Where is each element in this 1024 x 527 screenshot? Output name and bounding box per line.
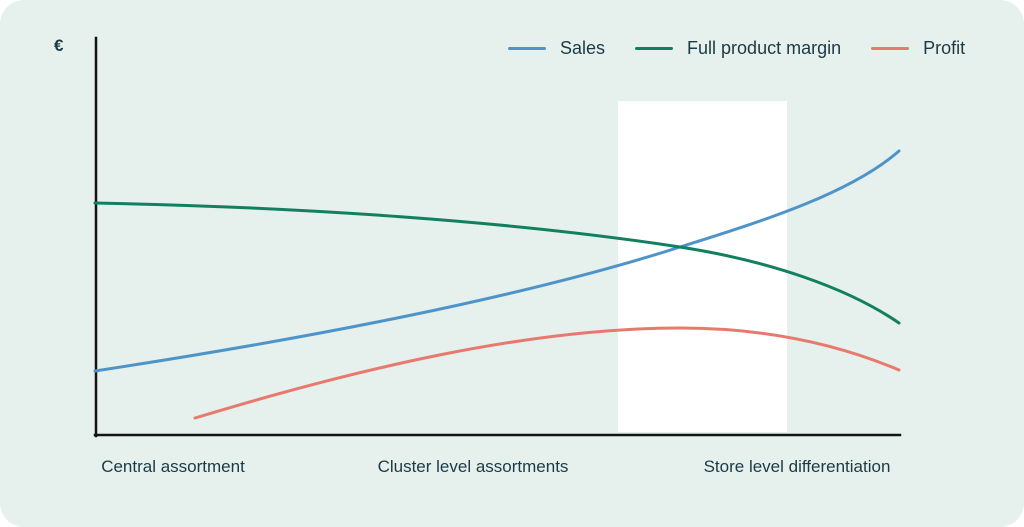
legend-label-profit: Profit <box>923 38 966 58</box>
legend-label-sales: Sales <box>560 38 606 58</box>
sales-line-swatch-icon <box>508 46 546 50</box>
legend-item-profit: Profit <box>871 37 965 59</box>
legend-item-sales: Sales <box>508 37 605 59</box>
x-label-cluster-level-assortments: Cluster level assortments <box>377 457 569 476</box>
y-axis-label: € <box>54 36 64 55</box>
profit-line-swatch-icon <box>871 46 910 50</box>
x-axis-labels: Central assortment Cluster level assortm… <box>0 457 1024 481</box>
profit-line <box>193 326 901 420</box>
legend-label-full-product-margin: Full product margin <box>687 38 842 58</box>
sales-line <box>93 149 901 373</box>
legend: Sales Full product margin Profit <box>508 37 965 59</box>
full-product-margin-line-swatch-icon <box>635 46 674 50</box>
legend-item-full-product-margin: Full product margin <box>635 37 841 59</box>
highlight-band <box>618 101 787 432</box>
x-label-store-level-differentiation: Store level differentiation <box>703 457 891 476</box>
full-product-margin-line <box>93 201 901 325</box>
x-label-central-assortment: Central assortment <box>101 457 245 476</box>
